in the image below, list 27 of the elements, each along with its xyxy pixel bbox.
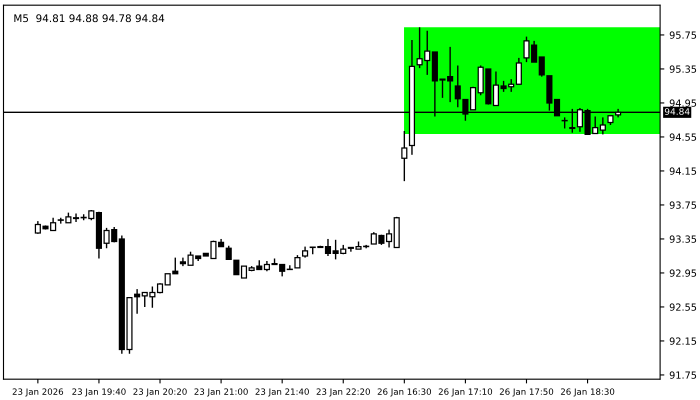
- x-tick-label: 26 Jan 16:30: [378, 388, 432, 396]
- x-tick-label: 23 Jan 20:20: [133, 388, 187, 396]
- y-tick-label: 92.95: [670, 269, 696, 277]
- x-tick-label: 26 Jan 18:30: [560, 388, 614, 396]
- y-tick-label: 93.75: [670, 201, 696, 209]
- candlestick: [302, 246, 308, 258]
- x-tick-label: 23 Jan 21:00: [194, 388, 248, 396]
- y-tick-label: 93.35: [670, 235, 696, 243]
- y-tick-label: 94.95: [670, 99, 696, 107]
- text: M5 94.81 94.88 94.78 94.84: [14, 14, 164, 22]
- y-tick-label: 95.35: [670, 65, 696, 73]
- y-tick-label: 94.55: [670, 133, 696, 141]
- y-tick-label: 92.15: [670, 337, 696, 345]
- x-tick-label: 23 Jan 19:40: [72, 388, 126, 396]
- x-tick-label: 23 Jan 21:40: [256, 388, 309, 396]
- candlestick: [562, 116, 568, 130]
- x-tick-label: 26 Jan 17:50: [500, 388, 554, 396]
- x-tick-label: 23 Jan 2026: [12, 388, 64, 396]
- x-tick-label: 23 Jan 22:20: [316, 388, 370, 396]
- x-tick-label: 26 Jan 17:10: [438, 388, 492, 396]
- candlestick: [401, 130, 408, 182]
- y-tick-label: 91.75: [670, 371, 696, 379]
- y-tick-label: 95.75: [670, 31, 696, 39]
- y-tick-label: 94.15: [670, 167, 696, 175]
- ref-line-label: 94.84: [664, 108, 690, 115]
- y-tick-label: 92.55: [670, 303, 696, 311]
- candlestick: [294, 254, 301, 269]
